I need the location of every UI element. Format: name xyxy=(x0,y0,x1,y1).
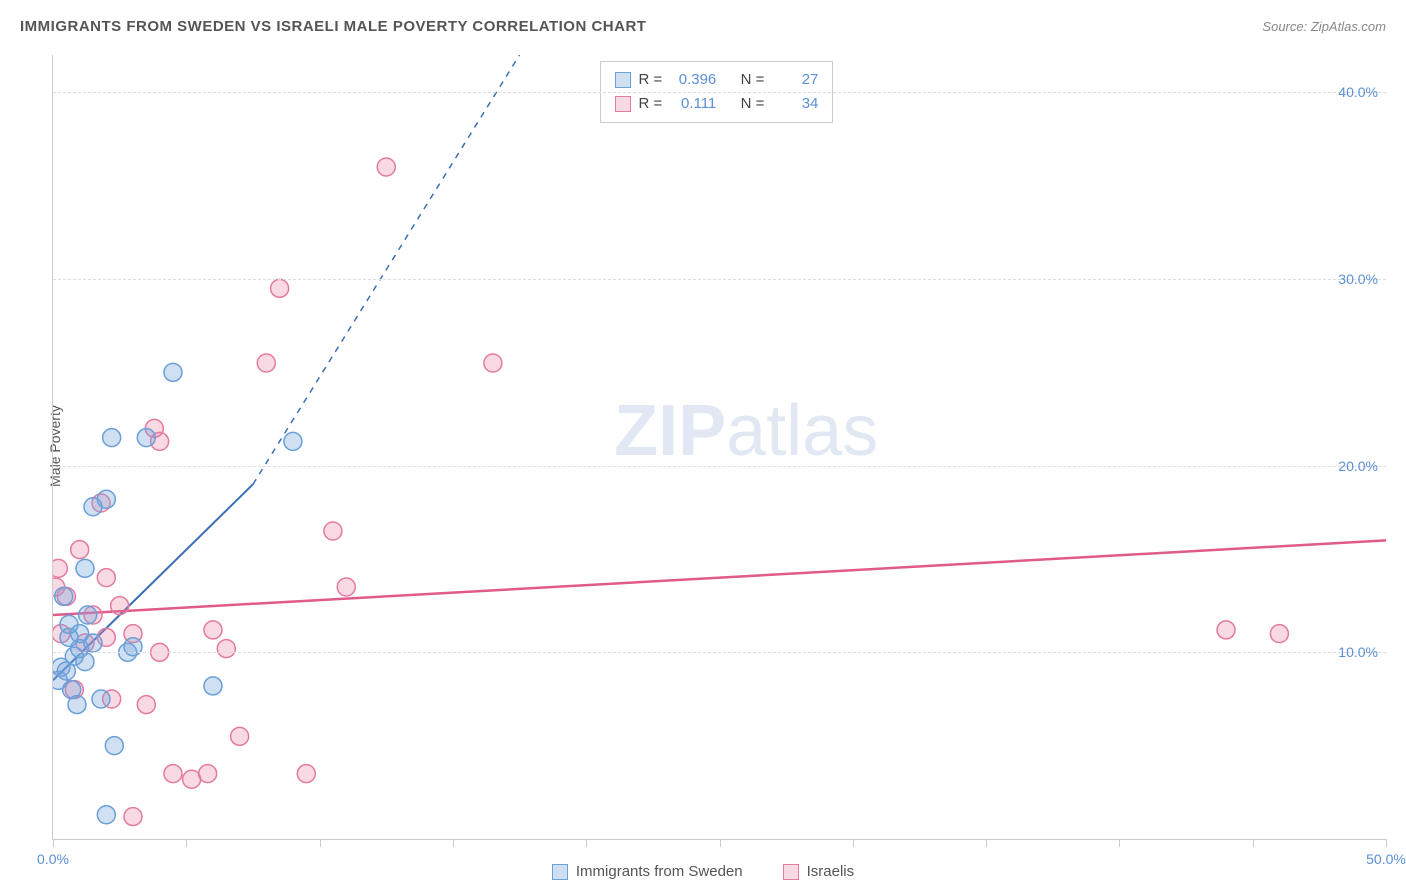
stats-row-israelis: R = 0.111 N = 34 xyxy=(615,92,819,116)
swatch-sweden xyxy=(615,72,631,88)
chart-header: IMMIGRANTS FROM SWEDEN VS ISRAELI MALE P… xyxy=(20,18,1386,35)
scatter-plot xyxy=(53,55,1386,839)
bottom-legend: Immigrants from Sweden Israelis xyxy=(0,863,1406,880)
legend-item-sweden: Immigrants from Sweden xyxy=(552,863,743,880)
legend-swatch-israelis xyxy=(783,864,799,880)
legend-item-israelis: Israelis xyxy=(783,863,855,880)
stats-row-sweden: R = 0.396 N = 27 xyxy=(615,68,819,92)
swatch-israelis xyxy=(615,96,631,112)
chart-area: ZIPatlas R = 0.396 N = 27 R = 0.111 N = … xyxy=(52,55,1386,840)
chart-title: IMMIGRANTS FROM SWEDEN VS ISRAELI MALE P… xyxy=(20,18,646,35)
legend-swatch-sweden xyxy=(552,864,568,880)
chart-source: Source: ZipAtlas.com xyxy=(1262,19,1386,34)
